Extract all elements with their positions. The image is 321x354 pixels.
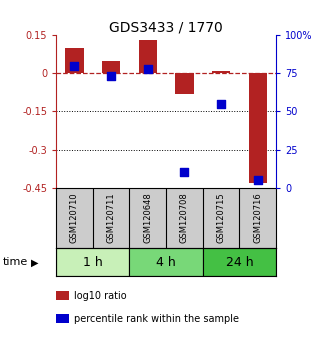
Text: GSM120648: GSM120648 xyxy=(143,193,152,244)
Text: 24 h: 24 h xyxy=(226,256,253,269)
Point xyxy=(182,170,187,175)
Text: GSM120716: GSM120716 xyxy=(253,193,262,244)
Text: GSM120708: GSM120708 xyxy=(180,193,189,244)
Bar xyxy=(175,73,194,94)
Point xyxy=(108,74,114,79)
Bar xyxy=(129,249,203,276)
Bar xyxy=(248,73,267,183)
Text: time: time xyxy=(3,257,29,267)
Bar xyxy=(203,249,276,276)
Text: log10 ratio: log10 ratio xyxy=(74,291,126,301)
Bar xyxy=(212,71,230,73)
Text: 1 h: 1 h xyxy=(83,256,103,269)
Point xyxy=(255,177,260,183)
Point xyxy=(72,63,77,69)
Point xyxy=(145,66,150,72)
Text: GSM120710: GSM120710 xyxy=(70,193,79,243)
Text: GSM120711: GSM120711 xyxy=(107,193,116,243)
Text: percentile rank within the sample: percentile rank within the sample xyxy=(74,314,239,324)
Text: GSM120715: GSM120715 xyxy=(217,193,226,243)
Point xyxy=(219,101,224,107)
Text: 4 h: 4 h xyxy=(156,256,176,269)
Title: GDS3433 / 1770: GDS3433 / 1770 xyxy=(109,20,223,34)
Bar xyxy=(56,249,129,276)
Bar xyxy=(139,40,157,73)
Bar xyxy=(65,48,84,73)
Bar xyxy=(102,61,120,73)
Text: ▶: ▶ xyxy=(30,257,38,267)
